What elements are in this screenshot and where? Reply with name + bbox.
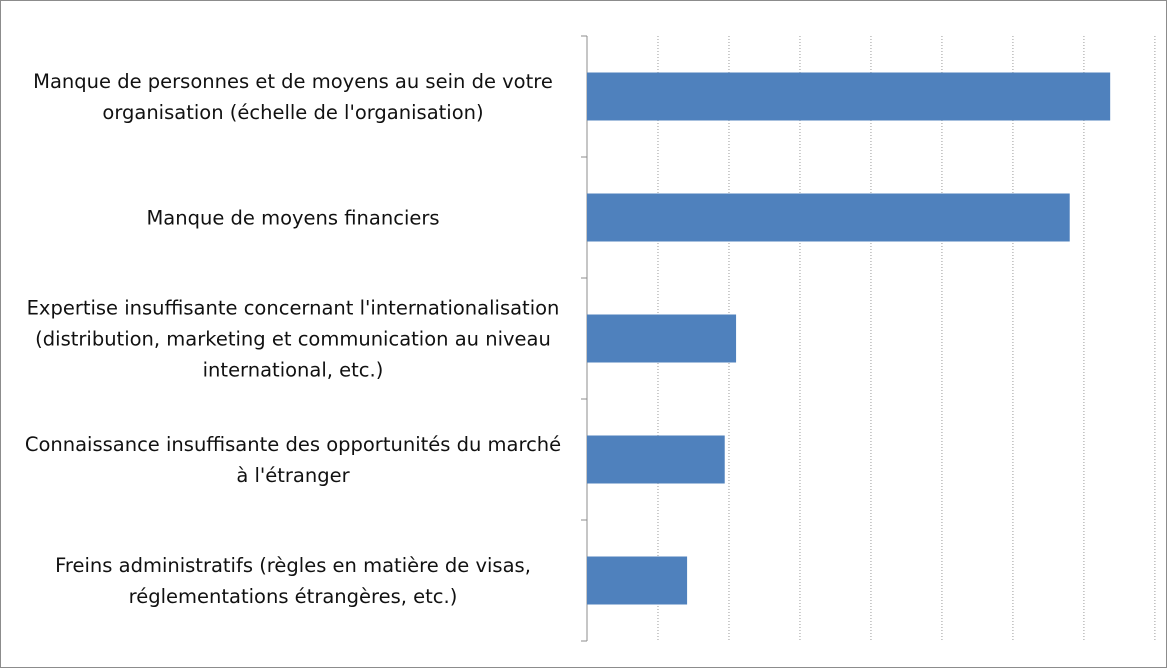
category-label: Manque de moyens financiers <box>146 206 440 229</box>
category-label: Manque de personnes et de moyens au sein… <box>33 69 553 124</box>
bar <box>587 193 1070 242</box>
category-label: Connaissance insuffisante des opportunit… <box>24 432 562 487</box>
category-label: Freins administratifs (règles en matière… <box>55 553 531 608</box>
bar <box>587 435 725 484</box>
bar <box>587 556 688 605</box>
bar <box>587 314 737 363</box>
bar <box>587 72 1111 121</box>
category-label: Expertise insuffisante concernant l'inte… <box>26 296 560 381</box>
